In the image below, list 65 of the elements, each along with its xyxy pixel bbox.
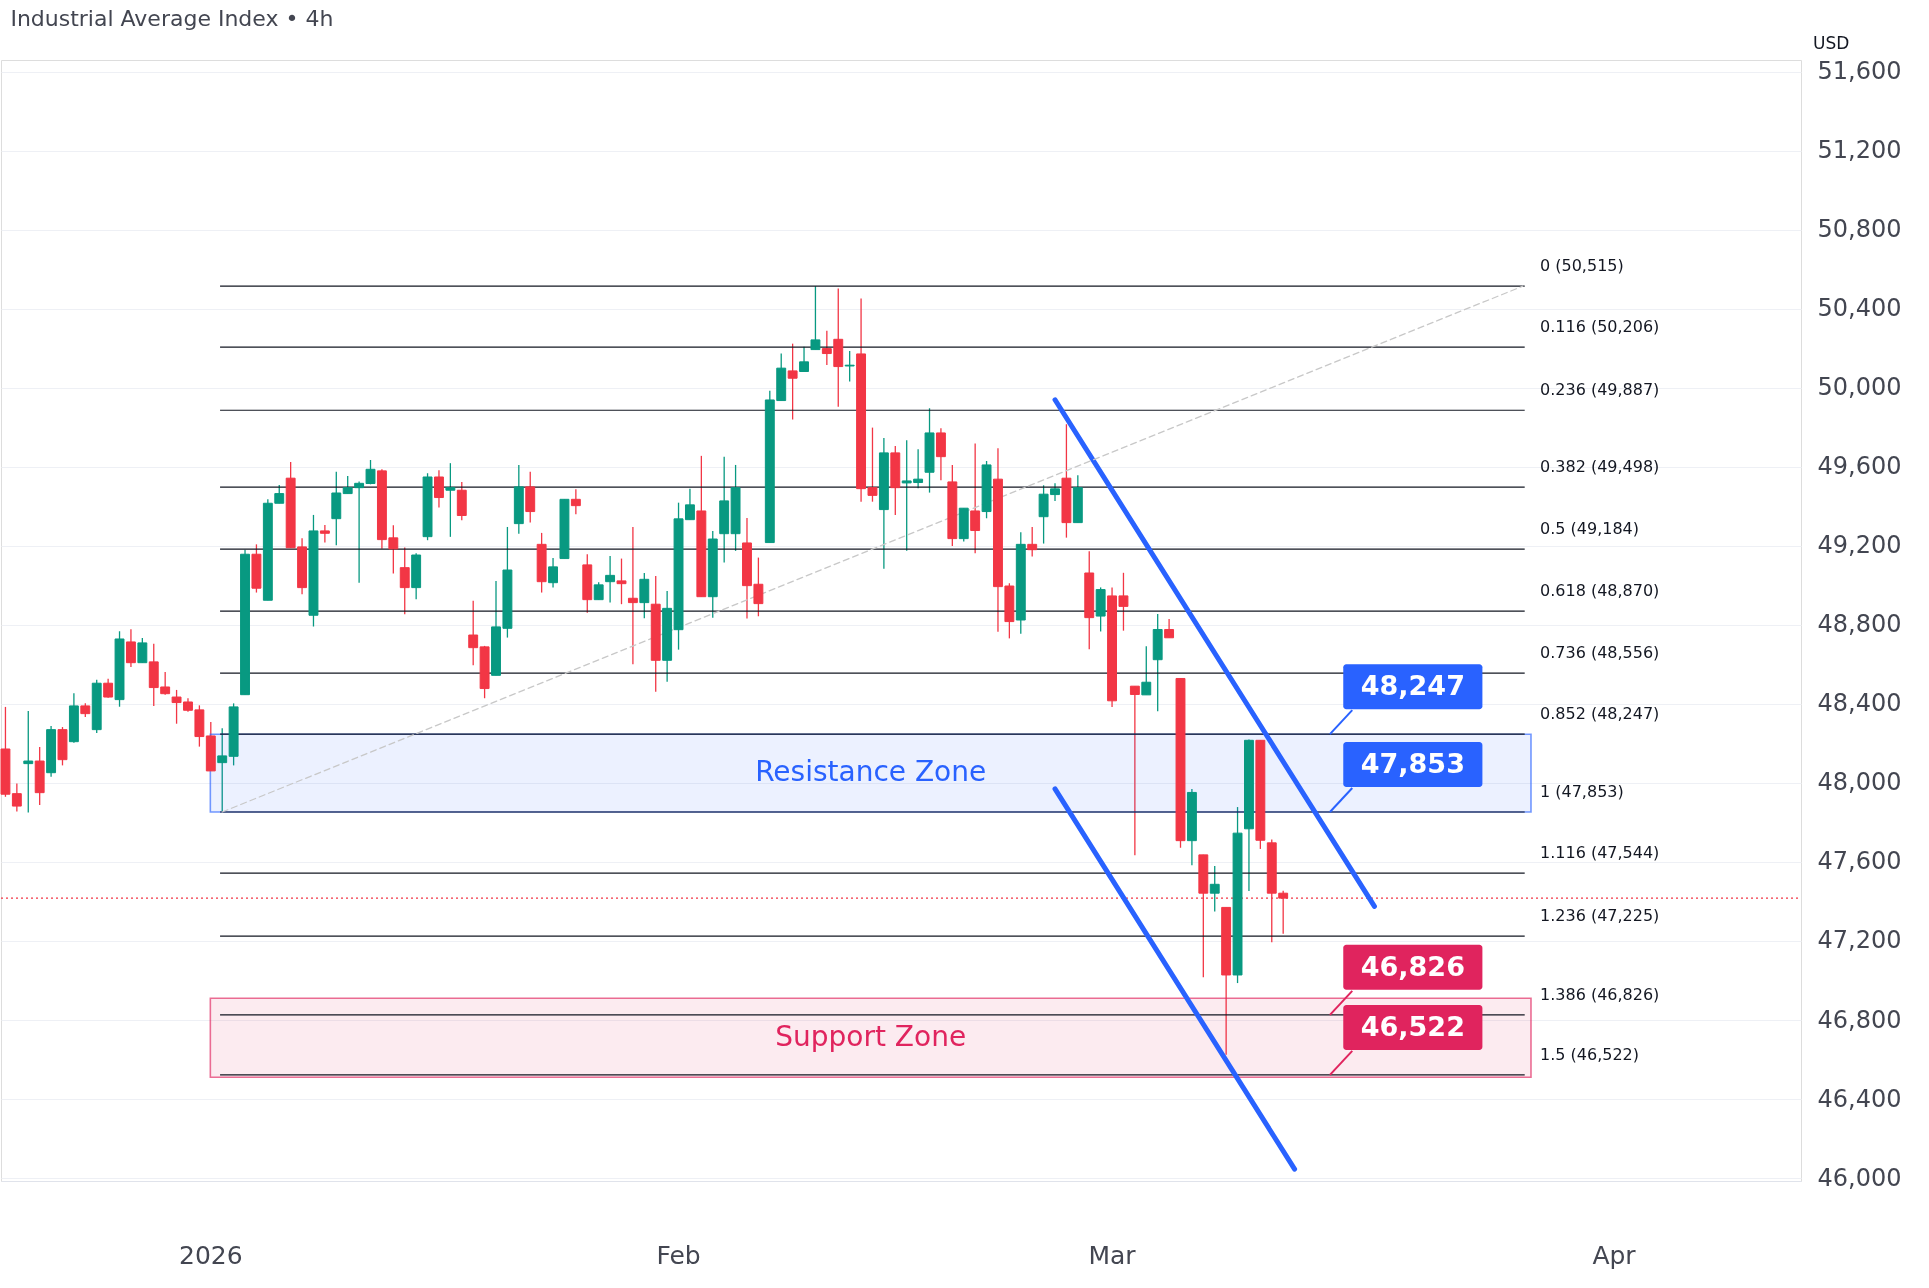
band-label: Resistance Zone bbox=[755, 755, 987, 789]
ref-line-label: 1.236 (47,225) bbox=[1540, 906, 1660, 926]
candlestick bbox=[217, 727, 228, 813]
y-tick-label: 50,000 bbox=[1817, 373, 1902, 402]
band-label: Support Zone bbox=[775, 1019, 967, 1053]
candlestick bbox=[787, 343, 798, 421]
candlestick bbox=[639, 572, 650, 619]
candlestick bbox=[1141, 645, 1152, 696]
candlestick bbox=[970, 442, 981, 554]
candlestick bbox=[125, 628, 136, 668]
y-tick-label: 51,200 bbox=[1817, 136, 1902, 165]
y-tick-label: 47,600 bbox=[1817, 847, 1902, 876]
chart-title: Industrial Average Index • 4h bbox=[10, 6, 334, 31]
y-tick-label: 51,600 bbox=[1817, 57, 1902, 86]
y-tick-label: 49,200 bbox=[1817, 531, 1902, 560]
annotation: 46,826 bbox=[1360, 950, 1465, 982]
ref-line-label: 0.236 (49,887) bbox=[1540, 380, 1660, 400]
candlestick bbox=[627, 526, 638, 665]
y-tick-label: 50,400 bbox=[1817, 294, 1902, 323]
y-tick-label: 46,400 bbox=[1817, 1084, 1902, 1113]
candlestick bbox=[844, 350, 855, 383]
ref-line-label: 1.386 (46,826) bbox=[1540, 984, 1660, 1004]
candlestick bbox=[570, 488, 581, 515]
text: USD bbox=[1813, 33, 1850, 53]
candlestick bbox=[23, 710, 34, 814]
candlestick bbox=[1129, 685, 1140, 856]
candlestick bbox=[799, 346, 809, 373]
y-tick-label: 50,800 bbox=[1817, 215, 1902, 244]
ref-line-label: 0.116 (50,206) bbox=[1540, 317, 1660, 337]
candlestick bbox=[1164, 618, 1175, 639]
candlestick bbox=[810, 285, 821, 351]
annotation: 46,522 bbox=[1360, 1010, 1465, 1042]
candlestick bbox=[434, 469, 444, 509]
candlestick bbox=[137, 637, 148, 664]
y-tick-label: 48,400 bbox=[1817, 689, 1902, 718]
y-tick-label: 49,600 bbox=[1817, 452, 1902, 481]
ref-line-label: 0.852 (48,247) bbox=[1540, 704, 1660, 724]
annotation: 47,853 bbox=[1360, 748, 1465, 780]
ref-line-label: 0.618 (48,870) bbox=[1540, 581, 1660, 601]
ref-line-label: 1.5 (46,522) bbox=[1540, 1044, 1639, 1064]
ref-line-label: 1 (47,853) bbox=[1540, 782, 1624, 802]
y-tick-label: 46,000 bbox=[1817, 1163, 1902, 1192]
candlestick bbox=[103, 678, 114, 699]
y-tick-label: 48,800 bbox=[1817, 610, 1902, 639]
x-tick-label: Apr bbox=[1592, 1240, 1637, 1270]
ref-line-label: 0.382 (49,498) bbox=[1540, 457, 1660, 477]
candlestick bbox=[319, 524, 330, 544]
candlestick bbox=[605, 555, 616, 604]
ref-line-label: 0.5 (49,184) bbox=[1540, 519, 1639, 539]
x-tick-label: 2026 bbox=[178, 1240, 243, 1270]
annotation: 48,247 bbox=[1360, 670, 1465, 702]
ref-line-label: 0 (50,515) bbox=[1540, 256, 1624, 276]
candlestick bbox=[1209, 865, 1220, 913]
ref-line-label: 1.116 (47,544) bbox=[1540, 843, 1660, 863]
y-tick-label: 48,000 bbox=[1817, 768, 1902, 797]
x-tick-label: Feb bbox=[656, 1240, 701, 1270]
candlestick bbox=[935, 427, 946, 481]
candlestick bbox=[616, 557, 627, 605]
x-tick-label: Mar bbox=[1088, 1240, 1137, 1270]
candlestick bbox=[548, 557, 558, 589]
ref-line-label: 0.736 (48,556) bbox=[1540, 643, 1660, 663]
y-tick-label: 47,200 bbox=[1817, 926, 1902, 955]
y-tick-label: 46,800 bbox=[1817, 1005, 1902, 1034]
candlestick bbox=[445, 462, 456, 538]
candlestick bbox=[1027, 526, 1038, 558]
